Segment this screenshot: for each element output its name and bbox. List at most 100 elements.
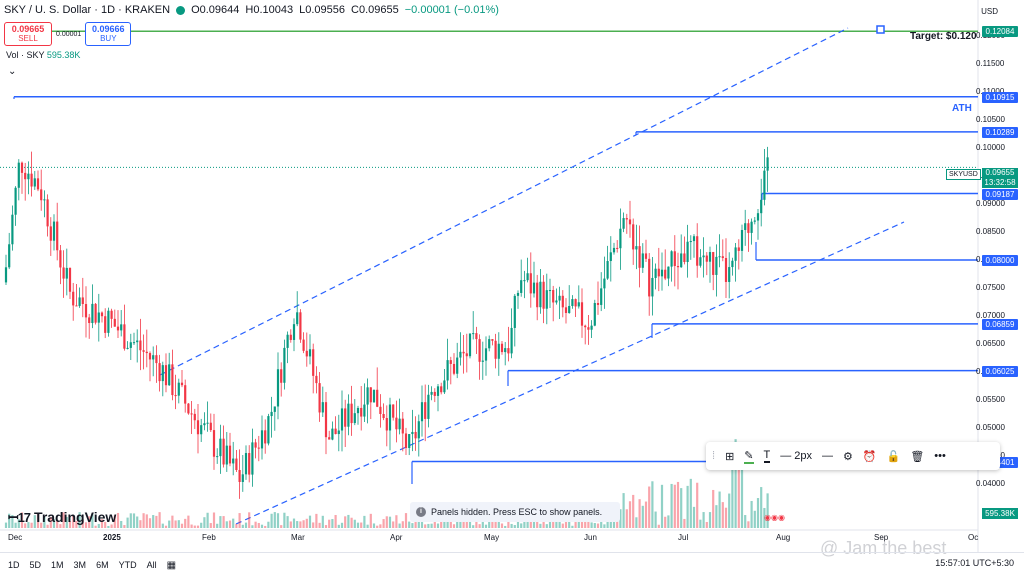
timeframe-3m[interactable]: 3M [73, 560, 87, 570]
timeframe-5d[interactable]: 5D [29, 560, 42, 570]
candle-body [385, 418, 388, 431]
candle-body [654, 268, 657, 278]
alert-icon[interactable]: ⏰ [862, 450, 877, 463]
candle-body [113, 318, 116, 327]
volume-bar [718, 491, 721, 528]
candle-body [491, 339, 494, 341]
timeframe-1d[interactable]: 1D [8, 560, 20, 570]
candle-body [571, 299, 574, 306]
volume-bar [497, 521, 500, 528]
candle-body [145, 351, 148, 354]
channel-lower-line [235, 221, 905, 525]
candle-body [8, 244, 11, 268]
candle-body [334, 428, 337, 435]
candle-body [158, 363, 161, 382]
volume-bar [360, 522, 363, 528]
tradingview-logo[interactable]: ꟷ17 TradingView [8, 508, 116, 526]
volume-bar [241, 524, 244, 528]
earnings-flags-icon[interactable]: ◉◉◉ [764, 513, 785, 522]
candle-body [305, 350, 308, 357]
clock[interactable]: 15:57:01 UTC+5:30 [935, 558, 1014, 568]
timeframe-ytd[interactable]: YTD [118, 560, 137, 570]
candle-body [756, 213, 760, 221]
timeframe-all[interactable]: All [146, 560, 157, 570]
volume-bar [116, 512, 120, 528]
currency-label[interactable]: USD [981, 7, 998, 16]
volume-bar [244, 522, 248, 528]
price-tag[interactable]: 0.12084 [982, 26, 1018, 38]
volume-bar [427, 523, 430, 528]
volume-bar [328, 519, 331, 528]
candle-body [536, 282, 539, 308]
candle-body [321, 402, 324, 413]
volume-bar [516, 517, 520, 528]
volume-bar [712, 489, 715, 528]
candle-body [580, 302, 584, 326]
candle-body [328, 437, 331, 440]
volume-bar [705, 521, 708, 528]
line-color-icon[interactable]: ✎ [744, 449, 754, 464]
volume-bar [478, 524, 481, 528]
candle-body [452, 363, 456, 374]
price-tick: 0.10500 [976, 115, 1005, 124]
buy-button[interactable]: 0.09666 BUY [85, 22, 132, 46]
candle-body [120, 324, 123, 331]
price-tag[interactable]: 0.06025 [982, 365, 1018, 377]
line-width-button[interactable]: — 2px [780, 450, 813, 462]
time-label: Feb [202, 533, 216, 542]
volume-bar [468, 517, 472, 528]
time-label: Sep [874, 533, 889, 542]
volume-bar [753, 510, 756, 528]
volume-bar [286, 516, 289, 528]
volume-legend[interactable]: Vol · SKY 595.38K [6, 50, 80, 60]
volume-bar [299, 521, 302, 528]
date-range-icon[interactable]: ▦ [166, 559, 177, 571]
volume-bar [667, 515, 670, 528]
volume-bar [504, 525, 507, 528]
volume-bar [142, 513, 145, 528]
price-tag[interactable]: 0.06859 [982, 318, 1018, 330]
volume-bar [408, 521, 411, 528]
candle-body [702, 255, 705, 258]
volume-bar [766, 493, 769, 528]
price-tag[interactable]: 0.10289 [982, 126, 1018, 138]
price-tick: 0.07500 [976, 283, 1005, 292]
volume-bar [24, 523, 27, 528]
volume-bar [548, 520, 552, 528]
drag-handle-icon[interactable]: ⁞ [712, 450, 716, 462]
text-color-icon[interactable]: T [763, 449, 771, 463]
price-tag[interactable]: 0.10915 [982, 91, 1018, 103]
volume-bar [33, 515, 36, 528]
volume-bar [676, 481, 680, 528]
price-tag[interactable]: 0.08000 [982, 255, 1018, 266]
volume-bar [212, 512, 216, 528]
more-icon[interactable]: ••• [934, 450, 946, 462]
lock-icon[interactable]: 🔓 [886, 450, 901, 463]
candle-body [676, 266, 680, 268]
price-tag[interactable]: 0.09187 [982, 188, 1018, 200]
candle-body [523, 280, 526, 282]
line-style-icon[interactable]: — [822, 450, 834, 462]
volume-bar [344, 516, 347, 528]
settings-icon[interactable]: ⚙ [843, 450, 853, 463]
candle-body [753, 220, 756, 222]
volume-bar [484, 524, 488, 528]
delete-icon[interactable]: 🗑 [910, 450, 925, 463]
volume-bar [401, 521, 404, 528]
candle-body [593, 302, 596, 326]
timeframe-1m[interactable]: 1M [51, 560, 64, 570]
volume-bar [196, 525, 200, 528]
sell-button[interactable]: 0.09665 SELL [4, 22, 52, 46]
template-icon[interactable]: ⊞ [725, 450, 735, 463]
volume-bar [744, 515, 747, 528]
panels-hidden-toast[interactable]: i Panels hidden. Press ESC to show panel… [410, 502, 620, 522]
volume-bar [392, 521, 395, 528]
symbol-title[interactable]: SKY / U. S. Dollar · 1D · KRAKEN [4, 4, 171, 16]
watermark: @ Jam the best [820, 538, 947, 558]
collapse-chevron-icon[interactable]: ⌄ [8, 66, 17, 77]
candle-body [14, 187, 17, 215]
volume-bar [465, 516, 468, 528]
timeframe-6m[interactable]: 6M [96, 560, 109, 570]
candle-body [20, 162, 24, 173]
